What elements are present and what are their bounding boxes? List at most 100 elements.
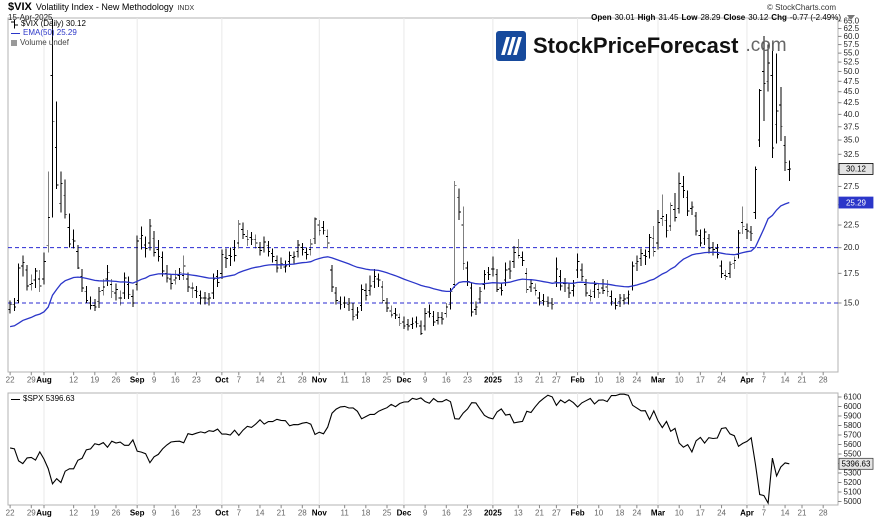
svg-text:21: 21 xyxy=(277,376,286,385)
svg-text:32.5: 32.5 xyxy=(844,150,860,159)
svg-text:25.29: 25.29 xyxy=(846,198,867,207)
svg-text:21: 21 xyxy=(277,509,286,518)
svg-text:16: 16 xyxy=(442,509,451,518)
svg-text:27.5: 27.5 xyxy=(844,182,860,191)
svg-text:11: 11 xyxy=(341,509,350,518)
svg-text:Nov: Nov xyxy=(312,509,328,518)
svg-text:21: 21 xyxy=(798,376,807,385)
svg-text:16: 16 xyxy=(171,509,180,518)
legend-volume-text: Volume undef xyxy=(20,38,69,47)
legend-spx: $SPX 5396.63 xyxy=(11,395,75,403)
svg-text:17: 17 xyxy=(696,509,705,518)
svg-text:24: 24 xyxy=(632,509,641,518)
ohlc-bars xyxy=(8,18,792,336)
svg-text:65.0: 65.0 xyxy=(844,17,860,26)
svg-text:60.0: 60.0 xyxy=(844,32,860,41)
svg-text:40.0: 40.0 xyxy=(844,110,860,119)
svg-text:17.5: 17.5 xyxy=(844,269,860,278)
chevron-down-icon[interactable] xyxy=(847,15,855,20)
svg-text:22: 22 xyxy=(6,376,15,385)
svg-text:22.5: 22.5 xyxy=(844,221,860,230)
close-value: 30.12 xyxy=(748,13,769,22)
chg-label: Chg xyxy=(771,13,787,22)
svg-text:21: 21 xyxy=(535,376,544,385)
svg-text:18: 18 xyxy=(615,376,624,385)
svg-text:18: 18 xyxy=(615,509,624,518)
legend-vix: $VIX (Daily) 30.12 xyxy=(11,19,86,29)
open-label: Open xyxy=(591,13,612,22)
svg-text:26: 26 xyxy=(112,376,121,385)
svg-text:9: 9 xyxy=(423,376,428,385)
svg-text:Sep: Sep xyxy=(130,509,145,518)
exchange-label: INDX xyxy=(177,5,195,12)
svg-text:16: 16 xyxy=(442,376,451,385)
svg-text:5396.63: 5396.63 xyxy=(842,460,871,469)
svg-text:14: 14 xyxy=(256,376,265,385)
svg-text:7: 7 xyxy=(237,376,242,385)
svg-text:27: 27 xyxy=(552,376,561,385)
dashed-level-lines xyxy=(8,247,838,304)
svg-text:Oct: Oct xyxy=(215,376,229,385)
low-label: Low xyxy=(681,13,698,22)
svg-text:10: 10 xyxy=(675,509,684,518)
chart-date: 15-Apr-2025 xyxy=(8,13,53,22)
ohlc-bar-icon xyxy=(11,19,18,29)
ema-line-icon xyxy=(11,32,20,34)
svg-text:23: 23 xyxy=(192,509,201,518)
svg-text:9: 9 xyxy=(152,509,157,518)
svg-text:2025: 2025 xyxy=(484,509,502,518)
svg-text:50.0: 50.0 xyxy=(844,67,860,76)
svg-text:14: 14 xyxy=(781,509,790,518)
svg-text:25: 25 xyxy=(383,509,392,518)
svg-text:12: 12 xyxy=(69,376,78,385)
svg-text:14: 14 xyxy=(781,376,790,385)
chart-title: $VIX Volatility Index - New Methodology … xyxy=(8,1,194,13)
svg-text:15.0: 15.0 xyxy=(844,299,860,308)
svg-text:5800: 5800 xyxy=(844,421,862,430)
svg-text:47.5: 47.5 xyxy=(844,77,860,86)
high-label: High xyxy=(637,13,656,22)
svg-text:23: 23 xyxy=(463,509,472,518)
svg-text:5500: 5500 xyxy=(844,450,862,459)
svg-text:Aug: Aug xyxy=(36,376,52,385)
x-axis-labels: 22222929AugAug121219192626SepSep99161623… xyxy=(6,372,828,518)
svg-text:Apr: Apr xyxy=(740,376,754,385)
copyright: © StockCharts.com xyxy=(766,3,836,12)
watermark-brand: StockPriceForecast xyxy=(533,33,739,58)
svg-text:Feb: Feb xyxy=(570,509,584,518)
low-value: 28.29 xyxy=(700,13,721,22)
svg-text:28: 28 xyxy=(819,509,828,518)
watermark-suffix: .com xyxy=(745,35,787,56)
symbol-label: $VIX xyxy=(8,1,32,13)
svg-text:30.12: 30.12 xyxy=(846,165,867,174)
svg-text:14: 14 xyxy=(256,509,265,518)
svg-text:Apr: Apr xyxy=(740,509,754,518)
svg-text:7: 7 xyxy=(762,376,767,385)
svg-text:57.5: 57.5 xyxy=(844,40,860,49)
svg-text:7: 7 xyxy=(762,509,767,518)
svg-text:10: 10 xyxy=(594,376,603,385)
legend-volume: Volume undef xyxy=(11,39,69,47)
svg-text:55.0: 55.0 xyxy=(844,49,860,58)
svg-text:24: 24 xyxy=(717,376,726,385)
svg-text:10: 10 xyxy=(594,509,603,518)
svg-text:28: 28 xyxy=(819,376,828,385)
svg-text:6000: 6000 xyxy=(844,402,862,411)
svg-text:37.5: 37.5 xyxy=(844,122,860,131)
svg-text:22: 22 xyxy=(6,509,15,518)
svg-text:Mar: Mar xyxy=(651,509,665,518)
svg-text:5600: 5600 xyxy=(844,440,862,449)
svg-text:35.0: 35.0 xyxy=(844,136,860,145)
svg-text:28: 28 xyxy=(298,376,307,385)
svg-text:42.5: 42.5 xyxy=(844,98,860,107)
svg-text:18: 18 xyxy=(361,509,370,518)
svg-text:9: 9 xyxy=(423,509,428,518)
y-axis-main: 65.062.560.057.555.052.550.047.545.0 42.5… xyxy=(838,17,860,308)
price-label-boxes: 25.29 30.12 5396.63 xyxy=(838,163,874,470)
svg-text:27: 27 xyxy=(552,509,561,518)
svg-text:12: 12 xyxy=(69,509,78,518)
svg-text:Sep: Sep xyxy=(130,376,145,385)
svg-text:Nov: Nov xyxy=(312,376,328,385)
